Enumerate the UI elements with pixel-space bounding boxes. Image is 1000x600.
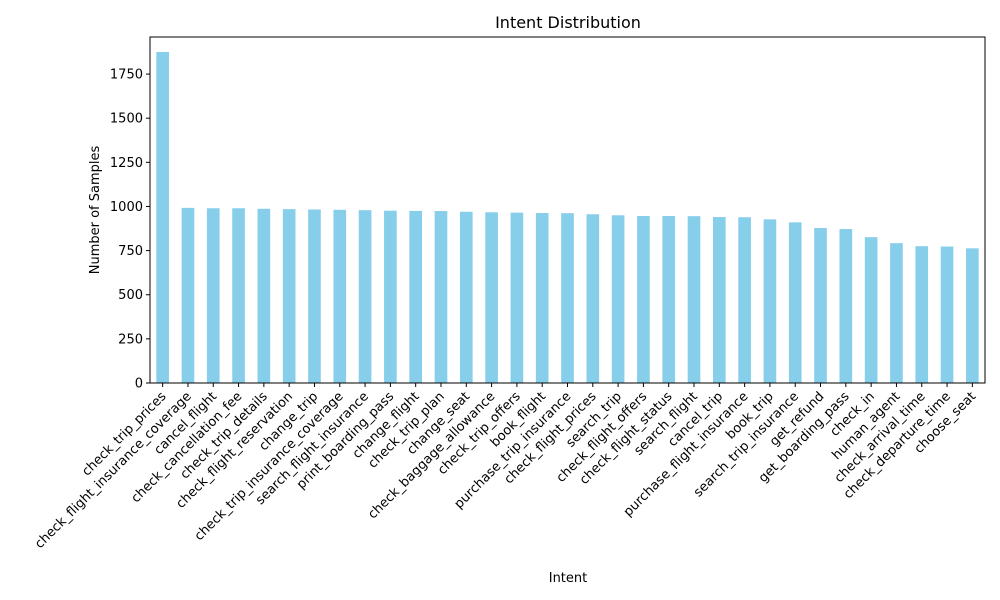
y-tick-label: 500 (118, 288, 143, 303)
x-axis-label: Intent (549, 571, 588, 586)
bar-search_trip (611, 215, 625, 383)
bar-book_trip (763, 219, 777, 383)
bar-cancel_flight (206, 208, 220, 383)
bar-check_trip_insurance_coverage (333, 209, 347, 383)
y-tick-label: 1750 (110, 68, 143, 83)
bar-check_departure_time (940, 246, 954, 383)
bar-check_flight_insurance_coverage (181, 207, 195, 383)
y-axis-ticks: 0 250 500 750 1000 1250 1500 1750 (110, 68, 150, 392)
bars-group (156, 52, 979, 384)
y-tick-label: 0 (135, 377, 143, 392)
y-tick-label: 750 (118, 244, 143, 259)
y-tick-label: 1250 (110, 156, 143, 171)
bar-get_boarding_pass (839, 229, 853, 383)
y-tick-label: 1000 (110, 200, 143, 215)
bar-check_flight_offers (637, 216, 650, 383)
y-tick-label: 1500 (110, 112, 143, 127)
bar-book_flight (535, 213, 549, 383)
y-axis-label: Number of Samples (88, 146, 103, 275)
bar-change_seat (459, 211, 473, 383)
x-axis-ticks: check_trip_pricescheck_flight_insurance_… (32, 383, 979, 552)
bar-check_flight_reservation (282, 209, 296, 383)
bar-print_boarding_pass (384, 210, 397, 383)
plot-frame (149, 36, 986, 384)
bar-check_arrival_time (915, 246, 929, 383)
bar-check_trip_details (257, 208, 271, 383)
bar-check_trip_plan (434, 211, 448, 383)
bar-purchase_flight_insurance (738, 217, 751, 383)
bar-check_flight_status (662, 216, 676, 383)
bar-check_trip_offers (510, 212, 524, 383)
bar-choose_seat (966, 248, 979, 383)
bar-search_trip_insurance (788, 222, 802, 383)
chart-title: Intent Distribution (495, 13, 641, 32)
bar-get_refund (814, 228, 827, 383)
bar-purchase_trip_insurance (561, 213, 574, 383)
bar-human_agent (890, 243, 903, 383)
bar-search_flight (687, 216, 701, 383)
bar-search_flight_insurance (358, 210, 372, 383)
bar-check_trip_prices (156, 52, 169, 384)
bar-check_in (864, 237, 878, 383)
bar-check_baggage_allowance (485, 212, 498, 383)
bar-cancel_trip (712, 217, 726, 383)
bar-change_flight (409, 210, 423, 383)
bar-check_flight_prices (586, 214, 600, 383)
bar-change_trip (308, 209, 321, 383)
y-tick-label: 250 (118, 332, 143, 347)
bar-check_cancellation_fee (232, 208, 245, 383)
